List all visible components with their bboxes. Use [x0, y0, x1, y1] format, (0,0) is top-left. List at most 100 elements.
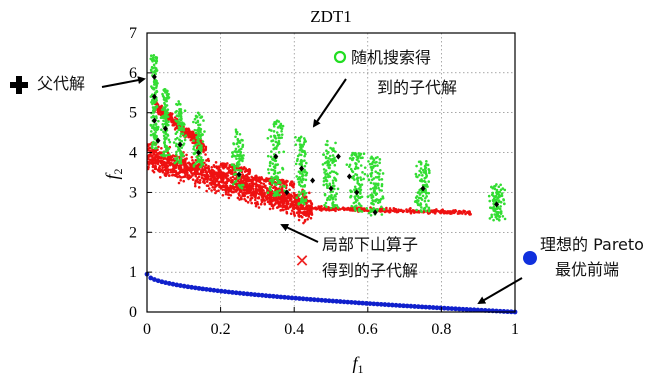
local-search-point: [268, 199, 271, 203]
local-search-point: [262, 193, 265, 197]
local-search-point: [307, 214, 311, 218]
local-search-point: [150, 154, 154, 158]
local-search-point: [283, 195, 286, 199]
random-search-point: [194, 149, 197, 152]
local-search-point: [306, 217, 309, 221]
random-search-point: [234, 155, 237, 158]
parent-point: [284, 189, 290, 196]
random-search-point: [197, 154, 201, 158]
random-search-point: [494, 194, 498, 198]
local-search-point: [288, 196, 291, 200]
random-search-point: [419, 171, 423, 174]
random-search-point: [269, 155, 273, 159]
random-search-point: [303, 170, 307, 174]
local-search-point: [234, 189, 238, 193]
random-search-point: [351, 170, 355, 174]
random-search-point: [300, 200, 303, 203]
local-search-point: [158, 107, 161, 111]
local-search-point: [285, 183, 288, 187]
random-search-point: [237, 160, 241, 163]
random-search-point: [500, 192, 504, 195]
random-search-point: [363, 166, 367, 169]
random-search-point: [380, 213, 384, 216]
local-search-point: [246, 191, 250, 195]
random-search-point: [355, 198, 359, 202]
random-search-point: [297, 190, 301, 194]
random-search-point: [172, 141, 176, 144]
local-search-point: [301, 207, 304, 211]
local-search-point: [276, 199, 279, 203]
random-search-point: [297, 136, 301, 140]
local-search-point: [203, 179, 206, 183]
random-search-point: [371, 161, 374, 165]
parent-point: [273, 153, 279, 160]
y-tick-label: 2: [129, 224, 137, 241]
local-search-point: [254, 204, 258, 208]
local-search-point: [280, 198, 284, 201]
random-search-point: [156, 125, 160, 129]
local-search-point: [183, 171, 187, 175]
random-search-point: [160, 128, 163, 131]
pareto-point: [166, 281, 172, 286]
local-search-point: [268, 202, 271, 206]
local-search-point: [206, 176, 210, 180]
random-search-point: [301, 190, 304, 194]
pareto-point: [386, 302, 392, 308]
pareto-point: [293, 295, 299, 301]
local-search-point: [236, 186, 239, 190]
local-search-point: [177, 181, 181, 185]
random-search-point: [424, 171, 428, 175]
local-search-point: [160, 156, 164, 159]
local-search-point: [257, 179, 261, 183]
local-search-point: [298, 211, 302, 214]
random-search-point: [372, 158, 376, 162]
random-search-point: [239, 169, 242, 172]
parent-point: [196, 149, 202, 156]
local-search-point: [221, 181, 225, 184]
random-search-point: [327, 157, 330, 160]
pareto-point: [152, 277, 157, 282]
local-search-point: [177, 164, 181, 168]
random-search-point: [152, 63, 156, 67]
local-search-point: [182, 179, 186, 183]
local-search-point: [159, 160, 162, 163]
random-search-point: [325, 205, 328, 208]
local-search-point: [286, 207, 290, 210]
local-search-point: [204, 153, 207, 156]
local-search-point: [300, 215, 304, 219]
pareto-point: [159, 279, 165, 285]
local-search-point: [309, 216, 313, 220]
local-search-point: [265, 195, 269, 198]
parent-point: [372, 209, 378, 216]
random-search-point: [326, 139, 329, 143]
local-search-point: [405, 208, 408, 211]
local-search-point: [270, 204, 274, 208]
random-search-point: [358, 190, 362, 194]
random-search-point: [323, 171, 326, 174]
random-search-point: [177, 121, 181, 124]
random-search-point: [297, 180, 301, 184]
local-search-point: [281, 205, 284, 209]
x-tick-label: 0.2: [211, 321, 231, 338]
random-search-point: [418, 169, 421, 173]
random-search-point: [154, 123, 158, 126]
random-search-point: [183, 138, 187, 142]
local-search-point: [177, 171, 181, 175]
random-search-point: [150, 93, 154, 96]
local-search-point: [250, 184, 253, 187]
local-search-point: [229, 165, 233, 169]
random-search-point: [331, 179, 335, 182]
local-search-point: [254, 196, 257, 200]
random-search-point: [153, 108, 156, 111]
pareto-point: [441, 305, 447, 311]
random-search-point: [280, 133, 284, 136]
local-search-point: [285, 205, 289, 208]
random-search-point: [367, 178, 371, 182]
random-search-point: [150, 86, 154, 90]
local-search-point: [238, 166, 242, 170]
local-search-point: [156, 156, 160, 160]
random-search-point: [333, 163, 337, 167]
random-search-point: [239, 150, 243, 154]
local-search-point: [388, 210, 392, 214]
random-search-point: [329, 206, 333, 210]
